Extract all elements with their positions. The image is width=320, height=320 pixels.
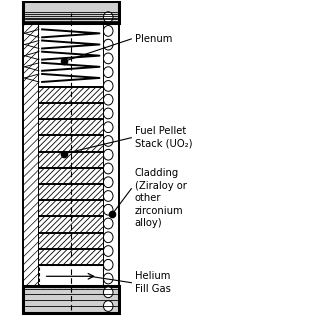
Ellipse shape: [103, 67, 113, 77]
Text: Cladding
(Ziraloy or
other
zirconium
alloy): Cladding (Ziraloy or other zirconium all…: [134, 168, 186, 228]
Bar: [103, 10, 119, 313]
Ellipse shape: [103, 122, 113, 132]
Ellipse shape: [103, 273, 113, 284]
Ellipse shape: [103, 163, 113, 174]
Bar: [39, 265, 103, 287]
Text: Fuel Pellet
Stack (UO₂): Fuel Pellet Stack (UO₂): [134, 126, 192, 149]
Ellipse shape: [103, 136, 113, 146]
Ellipse shape: [103, 81, 113, 91]
Ellipse shape: [103, 26, 113, 36]
Ellipse shape: [103, 218, 113, 229]
Ellipse shape: [103, 53, 113, 64]
Bar: [23, 1, 119, 23]
Bar: [23, 10, 39, 313]
Ellipse shape: [103, 232, 113, 243]
Bar: [39, 23, 103, 87]
Bar: [39, 87, 103, 265]
Ellipse shape: [103, 39, 113, 50]
Ellipse shape: [103, 177, 113, 188]
Ellipse shape: [103, 108, 113, 119]
Ellipse shape: [103, 301, 113, 311]
Text: Plenum: Plenum: [134, 34, 172, 44]
Ellipse shape: [103, 287, 113, 298]
Ellipse shape: [103, 260, 113, 270]
Bar: [23, 286, 119, 313]
Ellipse shape: [103, 204, 113, 215]
Ellipse shape: [103, 94, 113, 105]
Text: Helium
Fill Gas: Helium Fill Gas: [134, 271, 170, 294]
Ellipse shape: [103, 12, 113, 22]
Ellipse shape: [103, 246, 113, 256]
Ellipse shape: [103, 191, 113, 201]
Ellipse shape: [103, 149, 113, 160]
